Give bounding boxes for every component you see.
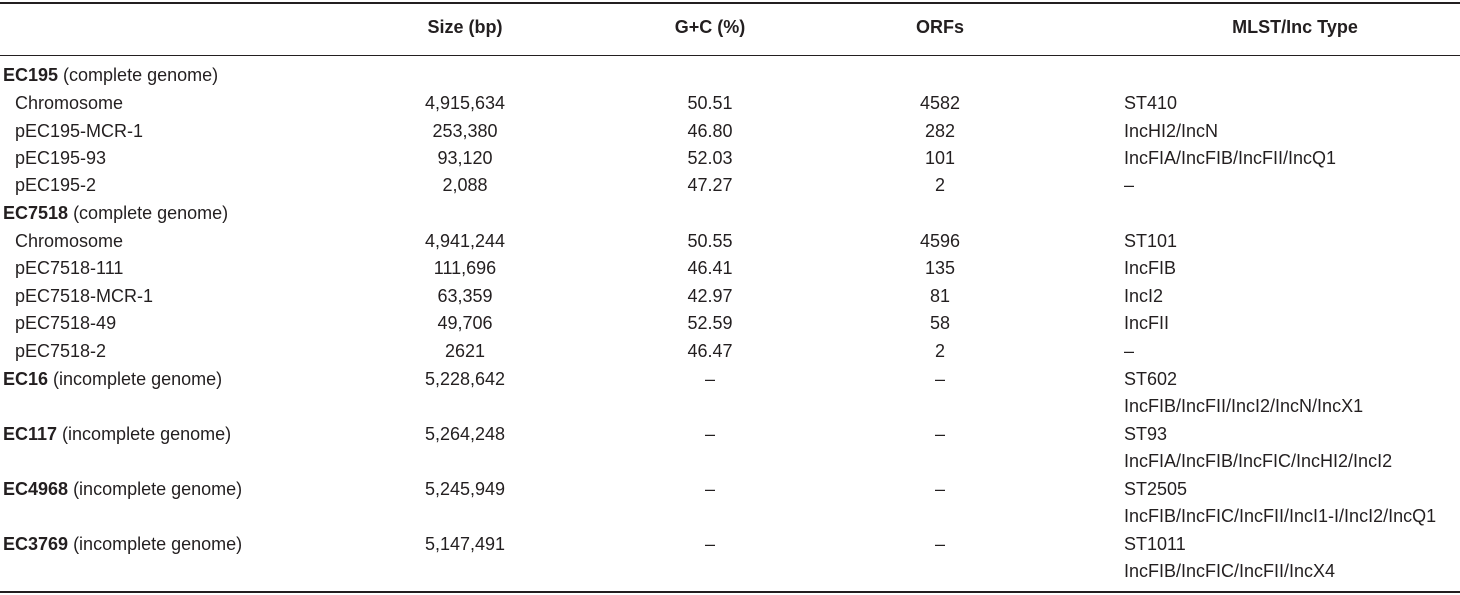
size-cell: 5,147,491 bbox=[424, 534, 506, 554]
size-cell: 2,088 bbox=[442, 175, 488, 195]
strain-label: EC7518 (complete genome) bbox=[3, 203, 229, 223]
table-row: EC4968 (incomplete genome) 5,245,949 – –… bbox=[0, 476, 1460, 526]
mlst-cell: ST2505 bbox=[1124, 479, 1188, 499]
table-row: pEC7518-MCR-1 63,359 42.97 81 IncI2 bbox=[0, 283, 1460, 310]
table-row: EC117 (incomplete genome) 5,264,248 – – … bbox=[0, 421, 1460, 471]
orf-cell: – bbox=[934, 479, 945, 499]
orf-cell: 2 bbox=[934, 175, 945, 195]
gc-cell: – bbox=[704, 369, 715, 389]
header-rule bbox=[0, 55, 1460, 56]
table-row: Chromosome 4,915,634 50.51 4582 ST410 bbox=[0, 90, 1460, 117]
gc-cell: 46.41 bbox=[687, 258, 733, 278]
mlst-cell: ST93 bbox=[1124, 424, 1168, 444]
size-cell: 49,706 bbox=[437, 313, 493, 333]
replicon-name: Chromosome bbox=[15, 93, 124, 113]
header-size: Size (bp) bbox=[427, 17, 503, 37]
header-mlst: MLST/Inc Type bbox=[1232, 17, 1358, 37]
gc-cell: – bbox=[704, 424, 715, 444]
replicon-name: pEC7518-MCR-1 bbox=[15, 286, 154, 306]
size-cell: 5,245,949 bbox=[424, 479, 506, 499]
size-cell: 5,228,642 bbox=[424, 369, 506, 389]
mlst-cell: IncFIB bbox=[1124, 258, 1177, 278]
gc-cell: 46.80 bbox=[687, 121, 733, 141]
size-cell: 63,359 bbox=[437, 286, 493, 306]
mlst-cell: – bbox=[1124, 175, 1135, 195]
gc-cell: 52.59 bbox=[687, 313, 733, 333]
replicon-name: pEC195-93 bbox=[15, 148, 107, 168]
table-row: EC195 (complete genome) bbox=[0, 62, 1460, 89]
gc-cell: – bbox=[704, 534, 715, 554]
mlst-cell: ST101 bbox=[1124, 231, 1178, 251]
orf-cell: 81 bbox=[929, 286, 951, 306]
gc-cell: 52.03 bbox=[687, 148, 733, 168]
orf-cell: 135 bbox=[924, 258, 956, 278]
inc-type-cell: IncFIB/IncFIC/IncFII/IncX4 bbox=[1124, 561, 1336, 581]
gc-cell: 42.97 bbox=[687, 286, 733, 306]
strain-label: EC195 (complete genome) bbox=[3, 65, 219, 85]
table-row: pEC195-2 2,088 47.27 2 – bbox=[0, 172, 1460, 199]
mlst-cell: IncFIA/IncFIB/IncFII/IncQ1 bbox=[1124, 148, 1337, 168]
gc-cell: 50.55 bbox=[687, 231, 733, 251]
table-row: pEC7518-111 111,696 46.41 135 IncFIB bbox=[0, 255, 1460, 282]
gc-cell: – bbox=[704, 479, 715, 499]
header-gc: G+C (%) bbox=[674, 17, 746, 37]
orf-cell: 4596 bbox=[919, 231, 961, 251]
orf-cell: 2 bbox=[934, 341, 945, 361]
inc-type-cell: IncFIA/IncFIB/IncFIC/IncHI2/IncI2 bbox=[1124, 451, 1393, 471]
strain-label: EC16 (incomplete genome) bbox=[3, 369, 223, 389]
size-cell: 4,941,244 bbox=[424, 231, 506, 251]
strain-label: EC4968 (incomplete genome) bbox=[3, 479, 243, 499]
table-row: EC16 (incomplete genome) 5,228,642 – – S… bbox=[0, 366, 1460, 416]
table-row: EC7518 (complete genome) bbox=[0, 200, 1460, 227]
table-row: pEC195-93 93,120 52.03 101 IncFIA/IncFIB… bbox=[0, 145, 1460, 172]
table-bottom-rule bbox=[0, 591, 1460, 593]
orf-cell: – bbox=[934, 369, 945, 389]
inc-type-cell: IncFIB/IncFII/IncI2/IncN/IncX1 bbox=[1124, 396, 1364, 416]
inc-type-cell: IncFIB/IncFIC/IncFII/IncI1-I/IncI2/IncQ1 bbox=[1124, 506, 1437, 526]
orf-cell: – bbox=[934, 424, 945, 444]
size-cell: 4,915,634 bbox=[424, 93, 506, 113]
mlst-cell: IncHI2/IncN bbox=[1124, 121, 1219, 141]
replicon-name: pEC7518-111 bbox=[15, 258, 124, 278]
orf-cell: 282 bbox=[924, 121, 956, 141]
table-row: pEC7518-2 2621 46.47 2 – bbox=[0, 338, 1460, 365]
mlst-cell: ST602 bbox=[1124, 369, 1178, 389]
header-orfs: ORFs bbox=[915, 17, 964, 37]
replicon-name: pEC195-2 bbox=[15, 175, 97, 195]
strain-label: EC117 (incomplete genome) bbox=[3, 424, 232, 444]
replicon-name: pEC195-MCR-1 bbox=[15, 121, 144, 141]
strain-label: EC3769 (incomplete genome) bbox=[3, 534, 243, 554]
mlst-cell: IncI2 bbox=[1124, 286, 1164, 306]
mlst-cell: – bbox=[1124, 341, 1135, 361]
replicon-name: Chromosome bbox=[15, 231, 124, 251]
size-cell: 5,264,248 bbox=[424, 424, 506, 444]
size-cell: 111,696 bbox=[433, 258, 497, 278]
replicon-name: pEC7518-49 bbox=[15, 313, 117, 333]
size-cell: 93,120 bbox=[437, 148, 493, 168]
replicon-name: pEC7518-2 bbox=[15, 341, 107, 361]
gc-cell: 47.27 bbox=[687, 175, 733, 195]
table-top-rule bbox=[0, 2, 1460, 4]
mlst-cell: ST1011 bbox=[1124, 534, 1186, 554]
gc-cell: 46.47 bbox=[687, 341, 733, 361]
orf-cell: – bbox=[934, 534, 945, 554]
table-row: Chromosome 4,941,244 50.55 4596 ST101 bbox=[0, 228, 1460, 255]
mlst-cell: ST410 bbox=[1124, 93, 1178, 113]
table-row: EC3769 (incomplete genome) 5,147,491 – –… bbox=[0, 531, 1460, 581]
orf-cell: 58 bbox=[929, 313, 951, 333]
size-cell: 2621 bbox=[444, 341, 486, 361]
table-row: pEC7518-49 49,706 52.59 58 IncFII bbox=[0, 310, 1460, 337]
gc-cell: 50.51 bbox=[687, 93, 733, 113]
orf-cell: 4582 bbox=[919, 93, 961, 113]
mlst-cell: IncFII bbox=[1124, 313, 1170, 333]
orf-cell: 101 bbox=[924, 148, 956, 168]
size-cell: 253,380 bbox=[432, 121, 498, 141]
table-row: pEC195-MCR-1 253,380 46.80 282 IncHI2/In… bbox=[0, 118, 1460, 145]
